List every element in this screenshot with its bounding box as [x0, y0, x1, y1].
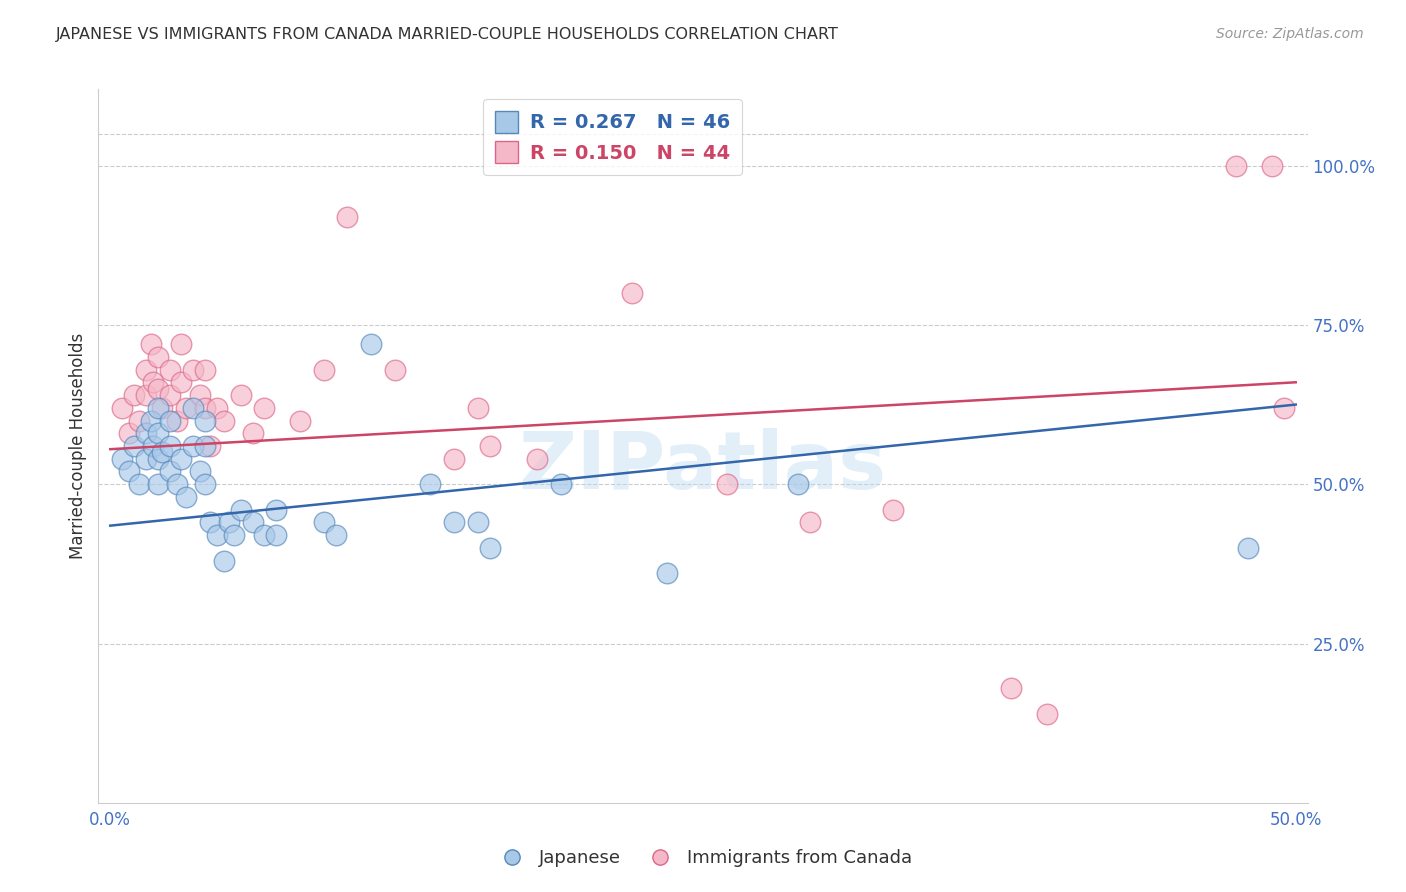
Point: [170, 337, 193, 351]
Point: [229, 502, 252, 516]
Point: [122, 439, 145, 453]
Point: [146, 451, 169, 466]
Point: [419, 477, 441, 491]
Point: [1237, 541, 1260, 555]
Point: [128, 477, 150, 491]
Point: [118, 426, 141, 441]
Point: [146, 401, 169, 415]
Point: [166, 477, 188, 491]
Point: [786, 477, 808, 491]
Point: [212, 413, 235, 427]
Point: [181, 439, 204, 453]
Point: [253, 528, 276, 542]
Point: [135, 451, 157, 466]
Point: [242, 516, 264, 530]
Point: [159, 388, 181, 402]
Point: [194, 413, 217, 427]
Point: [118, 465, 141, 479]
Point: [325, 528, 347, 542]
Point: [122, 388, 145, 402]
Point: [205, 528, 228, 542]
Point: [312, 516, 335, 530]
Point: [478, 541, 501, 555]
Point: [170, 376, 193, 390]
Text: JAPANESE VS IMMIGRANTS FROM CANADA MARRIED-COUPLE HOUSEHOLDS CORRELATION CHART: JAPANESE VS IMMIGRANTS FROM CANADA MARRI…: [56, 27, 839, 42]
Point: [174, 401, 197, 415]
Point: [620, 286, 643, 301]
Point: [159, 439, 181, 453]
Point: [360, 337, 382, 351]
Point: [229, 388, 252, 402]
Point: [443, 451, 465, 466]
Point: [170, 451, 193, 466]
Point: [467, 516, 489, 530]
Point: [190, 465, 212, 479]
Text: Source: ZipAtlas.com: Source: ZipAtlas.com: [1216, 27, 1364, 41]
Point: [288, 413, 311, 427]
Point: [1272, 401, 1295, 415]
Point: [336, 210, 359, 224]
Point: [146, 382, 169, 396]
Point: [128, 413, 150, 427]
Point: [194, 362, 217, 376]
Point: [135, 426, 157, 441]
Point: [218, 516, 240, 530]
Point: [198, 516, 221, 530]
Point: [135, 388, 157, 402]
Point: [146, 426, 169, 441]
Point: [194, 401, 217, 415]
Point: [111, 451, 134, 466]
Point: [146, 350, 169, 364]
Point: [1036, 706, 1059, 721]
Point: [181, 362, 204, 376]
Point: [526, 451, 548, 466]
Point: [190, 388, 212, 402]
Point: [264, 528, 287, 542]
Point: [550, 477, 572, 491]
Point: [142, 439, 165, 453]
Point: [142, 376, 165, 390]
Point: [212, 554, 235, 568]
Point: [135, 362, 157, 376]
Point: [152, 401, 174, 415]
Point: [181, 401, 204, 415]
Point: [799, 516, 821, 530]
Point: [384, 362, 406, 376]
Point: [166, 413, 188, 427]
Point: [159, 465, 181, 479]
Point: [139, 337, 162, 351]
Text: ZIPatlas: ZIPatlas: [519, 428, 887, 507]
Point: [159, 362, 181, 376]
Legend: Japanese, Immigrants from Canada: Japanese, Immigrants from Canada: [486, 842, 920, 874]
Point: [1225, 159, 1247, 173]
Point: [194, 477, 217, 491]
Point: [657, 566, 679, 581]
Point: [174, 490, 197, 504]
Point: [222, 528, 245, 542]
Point: [152, 445, 174, 459]
Point: [146, 477, 169, 491]
Point: [242, 426, 264, 441]
Point: [1000, 681, 1022, 695]
Point: [205, 401, 228, 415]
Point: [139, 413, 162, 427]
Y-axis label: Married-couple Households: Married-couple Households: [69, 333, 87, 559]
Point: [478, 439, 501, 453]
Point: [467, 401, 489, 415]
Point: [1261, 159, 1284, 173]
Point: [111, 401, 134, 415]
Point: [443, 516, 465, 530]
Point: [253, 401, 276, 415]
Point: [194, 439, 217, 453]
Point: [312, 362, 335, 376]
Point: [264, 502, 287, 516]
Point: [159, 413, 181, 427]
Point: [882, 502, 904, 516]
Point: [198, 439, 221, 453]
Point: [716, 477, 738, 491]
Legend: R = 0.267   N = 46, R = 0.150   N = 44: R = 0.267 N = 46, R = 0.150 N = 44: [484, 99, 741, 175]
